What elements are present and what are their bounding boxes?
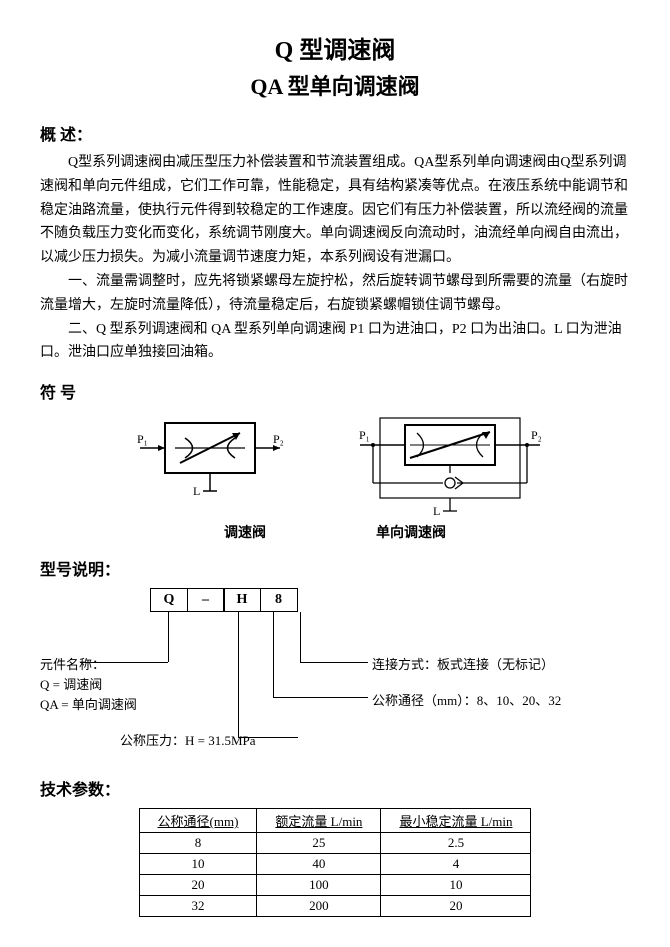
table-row: 2010010 <box>139 875 531 896</box>
model-box-0: Q <box>150 588 188 612</box>
overview-para-3: 二、Q 型系列调速阀和 QA 型系列单向调速阀 P1 口为进油口，P2 口为出油… <box>40 318 630 366</box>
params-table: 公称通径(mm) 额定流量 L/min 最小稳定流量 L/min 8252.5 … <box>139 808 532 917</box>
symbol-heading: 符 号 <box>40 379 630 403</box>
symbol-throttle-valve: P₁ P₂ L <box>125 413 295 508</box>
symbol-check-throttle-valve: P₁ P₂ L <box>355 413 545 518</box>
symbol-captions: 调速阀 单向调速阀 <box>40 522 630 542</box>
p1-label-r: P₁ <box>359 428 370 442</box>
model-box-3: 8 <box>260 588 298 612</box>
table-row: 3220020 <box>139 896 531 917</box>
model-heading: 型号说明： <box>40 556 630 580</box>
table-row: 公称通径(mm) 额定流量 L/min 最小稳定流量 L/min <box>139 809 531 833</box>
p2-label-r: P₂ <box>531 428 542 442</box>
caption-left: 调速阀 <box>224 522 266 542</box>
col-1: 额定流量 L/min <box>257 809 381 833</box>
l-label: L <box>193 484 200 498</box>
col-0: 公称通径(mm) <box>139 809 257 833</box>
symbol-diagrams: P₁ P₂ L P₁ P₂ <box>40 413 630 518</box>
page-subtitle: QA 型单向调速阀 <box>40 69 630 101</box>
table-row: 8252.5 <box>139 833 531 854</box>
lbl-q: Q = 调速阀 <box>40 674 102 693</box>
overview-heading: 概 述： <box>40 121 630 145</box>
lbl-press: 公称压力：H = 31.5MPa <box>120 730 256 749</box>
p2-label: P₂ <box>273 432 284 446</box>
page-title: Q 型调速阀 <box>40 30 630 65</box>
l-label-r: L <box>433 504 440 518</box>
table-row: 10404 <box>139 854 531 875</box>
lbl-conn: 连接方式：板式连接（无标记） <box>372 654 554 673</box>
model-box-2: H <box>223 588 261 612</box>
overview-para-2: 一、流量需调整时，应先将锁紧螺母左旋拧松，然后旋转调节螺母到所需要的流量（右旋时… <box>40 270 630 318</box>
model-box-1: – <box>187 588 225 612</box>
model-diagram: Q – H 8 元件名称： Q = 调速阀 QA = 单向调速阀 公称压力：H … <box>150 588 630 762</box>
lbl-name: 元件名称： <box>40 654 105 673</box>
caption-right: 单向调速阀 <box>376 522 446 542</box>
params-heading: 技术参数： <box>40 776 630 800</box>
overview-para-1: Q型系列调速阀由减压型压力补偿装置和节流装置组成。QA型系列单向调速阀由Q型系列… <box>40 151 630 270</box>
lbl-qa: QA = 单向调速阀 <box>40 694 137 713</box>
col-2: 最小稳定流量 L/min <box>381 809 531 833</box>
lbl-dn: 公称通径（mm）：8、10、20、32 <box>372 690 561 709</box>
p1-label: P₁ <box>137 432 148 446</box>
